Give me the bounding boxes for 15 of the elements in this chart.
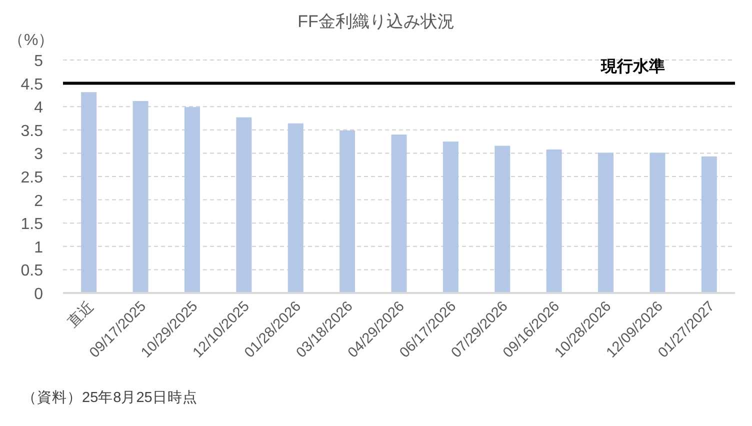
- title: FF金利織り込み状況: [298, 12, 454, 31]
- ytick: 4.5: [20, 76, 43, 94]
- ref-label: 現行水準: [601, 58, 665, 76]
- ylabel: （%）: [8, 32, 54, 49]
- ytick: 4: [34, 100, 43, 117]
- ytick: 5: [34, 53, 43, 70]
- ytick: 3: [34, 146, 43, 164]
- ytick: 0.5: [20, 262, 43, 280]
- annotation: （資料）25年8月25日時点: [22, 390, 198, 406]
- ytick: 2.5: [20, 170, 43, 186]
- ytick: 0: [34, 286, 43, 303]
- ytick: 2: [34, 192, 43, 210]
- ytick: 1.5: [20, 216, 43, 234]
- ytick: 1: [34, 239, 43, 256]
- ytick: 3.5: [20, 122, 43, 140]
